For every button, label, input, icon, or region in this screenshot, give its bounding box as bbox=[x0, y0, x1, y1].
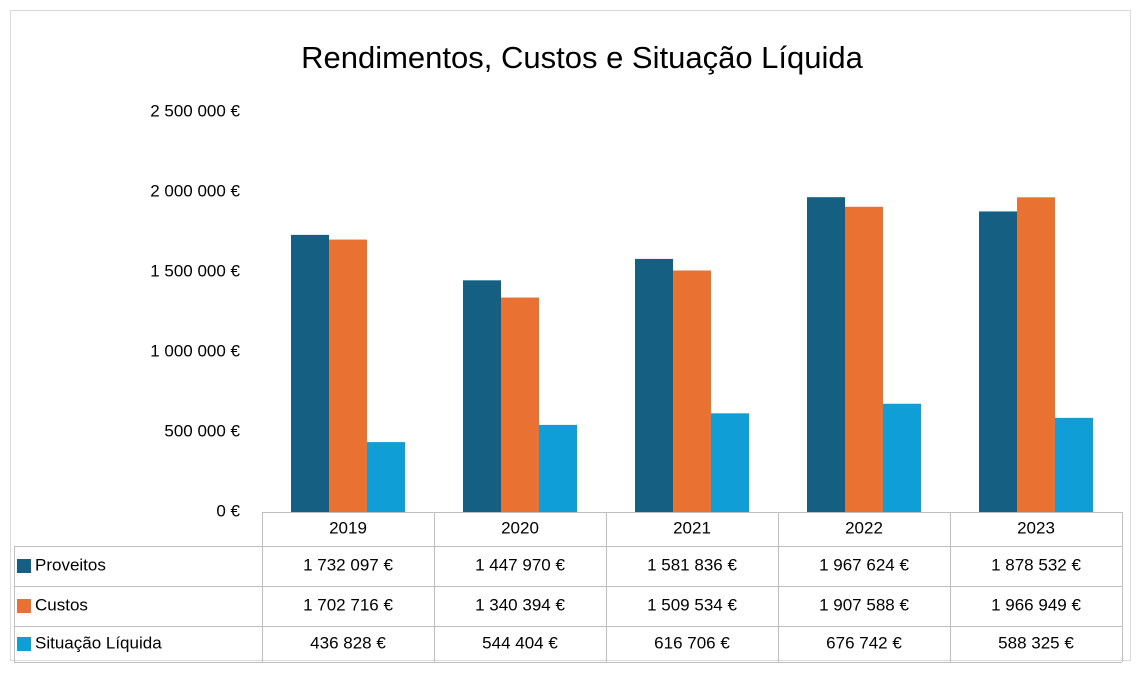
legend-label: Custos bbox=[35, 595, 88, 614]
x-tick-label: 2021 bbox=[673, 518, 711, 537]
y-tick-label: 1 500 000 € bbox=[150, 261, 240, 280]
data-table-cell: 544 404 € bbox=[482, 633, 558, 652]
x-tick-label: 2022 bbox=[845, 518, 883, 537]
bar bbox=[635, 258, 673, 512]
data-table-cell: 1 340 394 € bbox=[475, 595, 565, 614]
y-tick-label: 0 € bbox=[216, 501, 240, 520]
bar bbox=[291, 234, 329, 512]
bar bbox=[1055, 417, 1093, 512]
bar bbox=[979, 211, 1017, 512]
data-table-cell: 1 967 624 € bbox=[819, 555, 909, 574]
legend-key bbox=[17, 599, 31, 613]
chart-frame bbox=[10, 10, 1131, 661]
bar bbox=[845, 206, 883, 512]
data-table-cell: 1 966 949 € bbox=[991, 595, 1081, 614]
bar bbox=[1017, 197, 1055, 513]
data-table-cell: 616 706 € bbox=[654, 633, 730, 652]
data-table-cell: 1 509 534 € bbox=[647, 595, 737, 614]
x-tick-label: 2019 bbox=[329, 518, 367, 537]
legend-key bbox=[17, 637, 31, 651]
data-table-cell: 588 325 € bbox=[998, 633, 1074, 652]
chart-title: Rendimentos, Custos e Situação Líquida bbox=[301, 40, 864, 75]
data-table-cell: 1 581 836 € bbox=[647, 555, 737, 574]
data-table-cell: 1 907 588 € bbox=[819, 595, 909, 614]
bar bbox=[711, 413, 749, 512]
bar bbox=[883, 403, 921, 512]
legend-label: Situação Líquida bbox=[35, 633, 162, 652]
bar bbox=[367, 442, 405, 512]
bar bbox=[329, 239, 367, 513]
y-tick-label: 2 500 000 € bbox=[150, 101, 240, 120]
bar bbox=[463, 280, 501, 512]
legend-label: Proveitos bbox=[35, 555, 106, 574]
legend-key bbox=[17, 559, 31, 573]
x-tick-label: 2020 bbox=[501, 518, 539, 537]
y-tick-label: 1 000 000 € bbox=[150, 341, 240, 360]
y-tick-label: 2 000 000 € bbox=[150, 181, 240, 200]
data-table-cell: 1 447 970 € bbox=[475, 555, 565, 574]
bar bbox=[807, 197, 845, 512]
bar bbox=[501, 297, 539, 512]
bar bbox=[539, 424, 577, 512]
data-table-cell: 1 732 097 € bbox=[303, 555, 393, 574]
bar bbox=[673, 270, 711, 512]
data-table-cell: 676 742 € bbox=[826, 633, 902, 652]
data-table-cell: 1 702 716 € bbox=[303, 595, 393, 614]
y-tick-label: 500 000 € bbox=[164, 421, 240, 440]
data-table-cell: 1 878 532 € bbox=[991, 555, 1081, 574]
data-table-cell: 436 828 € bbox=[310, 633, 386, 652]
x-tick-label: 2023 bbox=[1017, 518, 1055, 537]
